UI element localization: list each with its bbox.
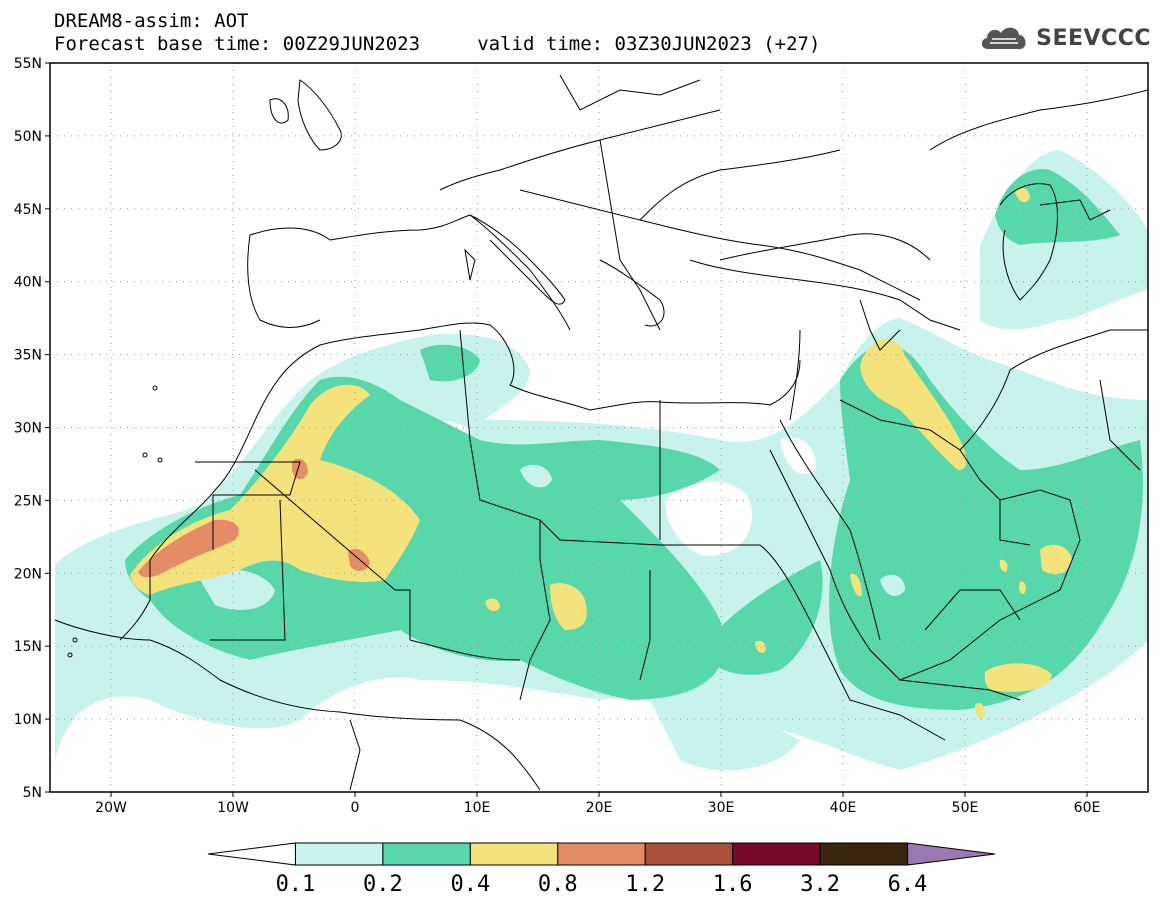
colorbar-segment bbox=[294, 842, 384, 866]
lon-tick-label: 20W bbox=[95, 800, 127, 816]
colorbar-segment bbox=[819, 842, 909, 866]
lat-tick-label: 30N bbox=[14, 421, 42, 437]
country-borders bbox=[54, 74, 1149, 791]
map-title: DREAM8-assim: AOT bbox=[54, 10, 249, 32]
lat-tick-label: 55N bbox=[14, 56, 42, 72]
lat-tick-label: 20N bbox=[14, 566, 42, 582]
graticule-grid bbox=[50, 63, 1148, 792]
colorbar-label: 3.2 bbox=[800, 872, 840, 897]
aot-holes-2 bbox=[200, 464, 905, 610]
colorbar-segment bbox=[644, 842, 734, 866]
latitude-labels: 55N 50N 45N 40N 35N 30N 25N 20N 15N 10N 5N bbox=[14, 56, 42, 801]
lat-tick-label: 50N bbox=[14, 129, 42, 145]
colorbar-label: 0.1 bbox=[276, 872, 316, 897]
lon-tick-label: 40E bbox=[830, 800, 857, 816]
colorbar-label: 1.2 bbox=[625, 872, 665, 897]
lat-tick-label: 25N bbox=[14, 493, 42, 509]
colorbar-segment bbox=[732, 842, 821, 866]
colorbar-label: 6.4 bbox=[888, 872, 928, 897]
axis-ticks bbox=[45, 62, 1088, 797]
colorbar-label: 0.8 bbox=[538, 872, 578, 897]
colorbar-segment bbox=[469, 842, 559, 866]
aot-field bbox=[55, 150, 1148, 771]
lat-tick-label: 15N bbox=[14, 639, 42, 655]
lon-tick-label: 30E bbox=[708, 800, 735, 816]
lat-tick-label: 10N bbox=[14, 712, 42, 728]
colorbar-label: 0.2 bbox=[363, 872, 403, 897]
lat-tick-label: 45N bbox=[14, 202, 42, 218]
lat-tick-label: 5N bbox=[23, 785, 42, 801]
longitude-labels: 20W 10W 0 10E 20E 30E 40E 50E 60E bbox=[95, 800, 1100, 816]
colorbar: 0.1 0.2 0.4 0.8 1.2 1.6 3.2 6.4 bbox=[207, 842, 996, 897]
colorbar-label: 1.6 bbox=[713, 872, 753, 897]
lon-tick-label: 10E bbox=[464, 800, 491, 816]
cloud-logo-icon bbox=[981, 27, 1026, 49]
forecast-times: Forecast base time: 00Z29JUN2023 valid t… bbox=[54, 33, 821, 55]
lat-tick-label: 35N bbox=[14, 348, 42, 364]
lon-tick-label: 10W bbox=[217, 800, 249, 816]
lon-tick-label: 20E bbox=[586, 800, 613, 816]
colorbar-over-arrow bbox=[907, 842, 996, 866]
seevccc-logo: SEEVCCC bbox=[978, 20, 1151, 56]
colorbar-segment bbox=[382, 842, 471, 866]
colorbar-under-arrow bbox=[207, 842, 296, 866]
lon-tick-label: 60E bbox=[1074, 800, 1101, 816]
colorbar-label: 0.4 bbox=[450, 872, 490, 897]
colorbar-segment bbox=[557, 842, 646, 866]
lon-tick-label: 0 bbox=[351, 800, 360, 816]
lon-tick-label: 50E bbox=[952, 800, 979, 816]
lat-tick-label: 40N bbox=[14, 275, 42, 291]
logo-text: SEEVCCC bbox=[1036, 25, 1151, 51]
